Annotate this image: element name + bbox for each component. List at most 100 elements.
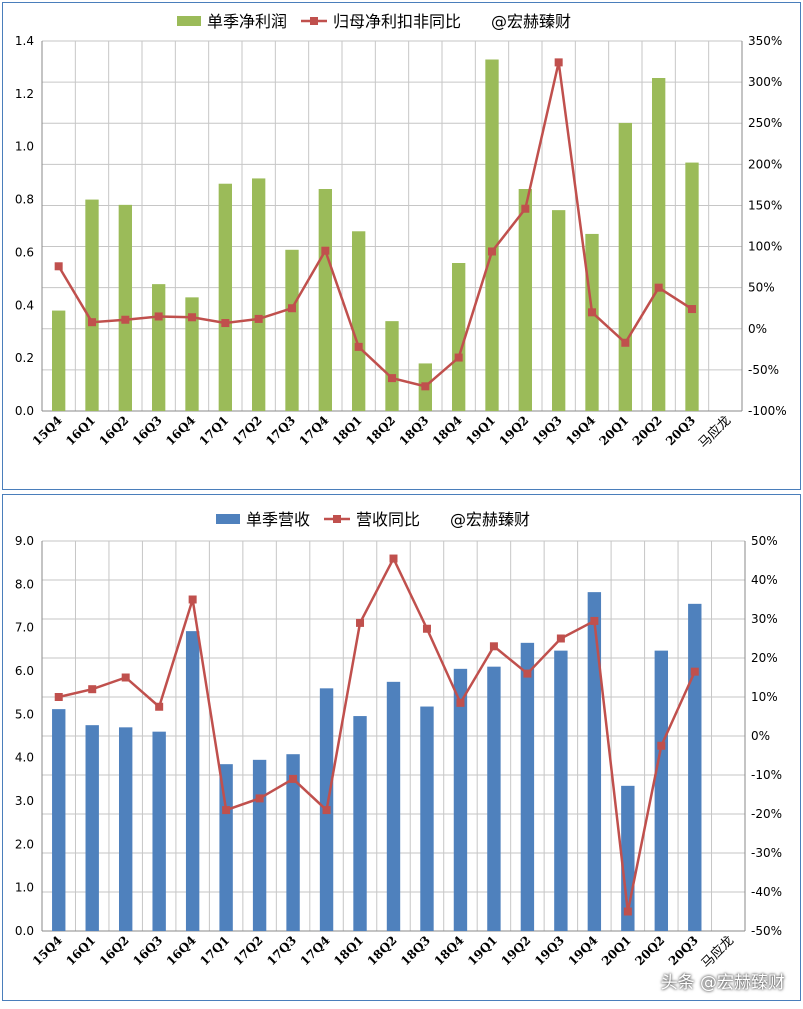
bar <box>85 199 99 411</box>
bar <box>518 189 532 411</box>
x-tick-label: 16Q4 <box>163 413 198 448</box>
x-tick-label: 19Q4 <box>565 933 600 968</box>
bar <box>185 297 199 411</box>
x-tick-label: 19Q2 <box>499 933 534 968</box>
right-tick-label: 250% <box>748 116 782 130</box>
legend-line-label: 归母净利扣非同比 <box>333 12 461 31</box>
bar <box>520 642 535 931</box>
bar <box>654 650 669 931</box>
x-tick-label: 18Q4 <box>432 933 467 968</box>
legend-bar-swatch <box>216 514 240 524</box>
x-tick-label: 16Q4 <box>164 933 199 968</box>
left-tick-label: 1.0 <box>15 881 34 895</box>
line-point <box>121 673 130 682</box>
line-point <box>690 667 699 676</box>
x-tick-label: 18Q3 <box>398 933 433 968</box>
line-point <box>121 315 130 324</box>
bar <box>219 764 233 931</box>
bar <box>185 631 200 931</box>
right-tick-label: 200% <box>748 157 782 171</box>
legend-line-marker <box>333 515 341 523</box>
right-tick-label: -20% <box>751 807 782 821</box>
line-point <box>688 305 696 314</box>
bar <box>152 284 166 411</box>
bar <box>585 233 599 411</box>
bar <box>352 231 366 411</box>
right-tick-label: 30% <box>751 612 778 626</box>
left-tick-label: 0.4 <box>15 298 34 312</box>
bar <box>485 59 499 411</box>
x-tick-label: 16Q3 <box>130 413 165 448</box>
legend-bar-label: 单季净利润 <box>207 12 287 31</box>
right-tick-label: -50% <box>751 924 782 938</box>
bar <box>152 731 166 931</box>
line-point <box>188 313 196 322</box>
left-tick-label: 3.0 <box>15 794 34 808</box>
line-point <box>88 318 96 327</box>
x-tick-label: 19Q1 <box>463 413 498 448</box>
bar <box>118 727 133 931</box>
line-point <box>288 304 296 313</box>
x-tick-label: 16Q2 <box>97 933 132 968</box>
line-point <box>454 353 463 362</box>
x-tick-label: 16Q1 <box>63 933 98 968</box>
line-point <box>389 554 398 563</box>
bar <box>452 263 466 411</box>
line-point <box>588 308 596 317</box>
line-point <box>354 342 363 351</box>
right-tick-label: 0% <box>751 729 770 743</box>
left-tick-label: 0.0 <box>15 924 34 938</box>
left-tick-label: 6.0 <box>15 664 34 678</box>
line-point <box>554 58 563 67</box>
x-tick-label: 20Q1 <box>599 933 634 968</box>
bar <box>353 716 367 931</box>
revenue-chart-panel: 0.0 1.0 2.0 3.0 4.0 5.0 6.0 7.0 8.0 9.0 -50% -40% -3… <box>2 494 801 1001</box>
legend-bar-swatch <box>177 16 201 26</box>
bar <box>685 162 699 411</box>
line-point <box>422 624 431 633</box>
legend-line-label: 营收同比 <box>356 510 420 529</box>
x-tick-label: 15Q4 <box>30 933 65 968</box>
line-point <box>523 669 532 678</box>
x-tick-label: 16Q2 <box>96 413 131 448</box>
line-point <box>255 794 264 803</box>
line-point <box>88 685 97 694</box>
bar <box>453 668 468 931</box>
legend-author: @宏赫臻财 <box>450 510 530 529</box>
line-point <box>289 774 298 783</box>
bar <box>552 210 566 411</box>
line-point <box>154 312 163 321</box>
bar <box>252 178 266 411</box>
right-tick-label: -30% <box>751 846 782 860</box>
legend-author: @宏赫臻财 <box>491 12 571 31</box>
x-tick-label: 20Q1 <box>596 413 631 448</box>
bar <box>52 310 66 411</box>
bar <box>587 592 602 931</box>
x-tick-label: 16Q3 <box>130 933 165 968</box>
line-point <box>221 319 230 328</box>
legend-line-marker <box>310 17 318 25</box>
revenue-chart: 0.0 1.0 2.0 3.0 4.0 5.0 6.0 7.0 8.0 9.0 -50% -40% -3… <box>15 510 782 971</box>
left-tick-label: 5.0 <box>15 707 34 721</box>
line-point <box>657 741 666 750</box>
x-tick-label: 17Q3 <box>263 413 298 448</box>
x-tick-label: 18Q1 <box>331 933 366 968</box>
line-point <box>489 642 498 651</box>
x-tick-label: 17Q3 <box>264 933 299 968</box>
x-tick-label: 18Q3 <box>396 413 431 448</box>
x-tick-label: 17Q4 <box>298 933 333 968</box>
x-tick-label: 20Q3 <box>666 933 701 968</box>
line-point <box>456 698 465 707</box>
left-tick-label: 1.2 <box>15 87 34 101</box>
bar <box>52 709 66 931</box>
bar <box>218 183 232 411</box>
x-tick-label: 19Q2 <box>496 413 531 448</box>
line-point <box>321 246 330 255</box>
x-tick-label: 19Q3 <box>532 933 567 968</box>
x-tick-label: 20Q2 <box>632 933 667 968</box>
right-tick-label: 350% <box>748 34 782 48</box>
bar <box>286 754 300 931</box>
line-point <box>54 693 63 701</box>
profit-chart: 0.0 0.2 0.4 0.6 0.8 1.0 1.2 1.4 -100% -50% 0% 50% 10… <box>15 12 787 451</box>
watermark: 头条 @宏赫臻财 <box>660 973 785 993</box>
